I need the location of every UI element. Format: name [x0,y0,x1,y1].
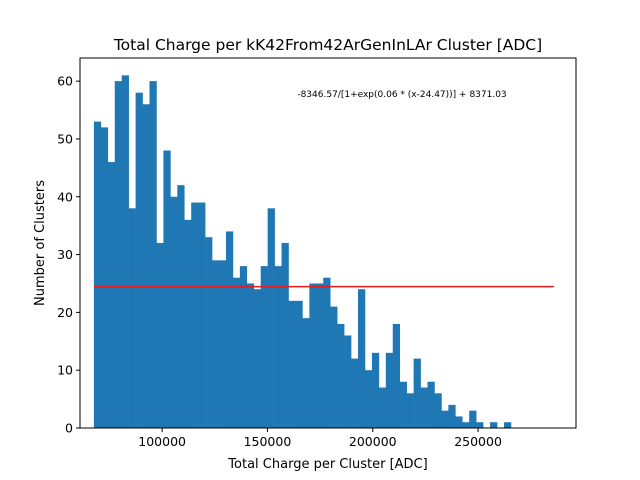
histogram-bar [371,352,380,428]
x-tick-label: 100000 [138,434,186,449]
histogram-bar [462,422,470,428]
histogram-bar [309,283,317,428]
histogram-bar [170,196,178,428]
histogram-bar [239,266,248,428]
histogram-bar [358,289,366,428]
histogram-bar [135,92,143,428]
histogram-bar [448,404,456,428]
histogram-bar [434,393,442,428]
histogram-bar [177,185,185,428]
histogram-bar [295,300,303,428]
histogram-bar [302,318,310,428]
histogram-bar [107,162,116,428]
histogram-bar [246,283,255,428]
histogram-bar [364,370,373,428]
histogram-bar [406,393,414,428]
x-axis-label: Total Charge per Cluster [ADC] [227,457,427,472]
histogram-bar [121,75,129,428]
histogram-bar [281,243,289,428]
histogram-bar [399,381,407,428]
y-tick-label: 50 [57,131,73,146]
histogram-bar [420,387,428,428]
histogram-bar [344,335,352,428]
histogram-bar [142,104,150,428]
histogram-bar [114,81,123,428]
histogram-bar [205,237,213,428]
y-tick-label: 0 [65,421,73,436]
y-tick-label: 20 [57,305,73,320]
x-tick-label: 200000 [349,434,397,449]
histogram-bar [330,306,338,428]
histogram-bar [184,219,192,428]
histogram-bar [198,202,206,428]
histogram-bar [212,260,220,428]
histogram-bar [260,266,268,428]
histogram-bar [219,260,227,428]
histogram-bar [378,387,387,428]
histogram-bar [392,323,401,428]
histogram-bar [351,358,359,428]
x-tick-label: 150000 [244,434,292,449]
histogram-bar [316,283,324,428]
histogram-bar [323,277,331,428]
histogram-bar [232,277,241,428]
histogram-bar [163,150,171,428]
histogram-bar [337,323,345,428]
histogram-bar [490,422,498,428]
histogram-bar [413,358,421,428]
x-tick-label: 250000 [454,434,502,449]
histogram-bar [149,81,157,428]
histogram-bar [128,208,136,428]
histogram-bar [427,381,435,428]
histogram-bar [455,416,463,428]
histogram-bar [274,266,282,428]
chart-title: Total Charge per kK42From42ArGenInLAr Cl… [113,36,542,54]
y-axis-label: Number of Clusters [33,180,48,306]
histogram-bar [476,422,484,428]
y-axis-ticks: 0 10 20 30 40 50 60 [57,74,80,436]
histogram-bar [288,300,296,428]
histogram-bar [93,121,102,428]
histogram-bar [156,243,164,428]
histogram-bar [253,289,262,428]
histogram-bar [267,208,275,428]
histogram-bars [93,75,512,428]
y-tick-label: 10 [57,363,73,378]
y-tick-label: 30 [57,247,73,262]
histogram-bar [441,410,449,428]
histogram-bar [225,231,234,428]
histogram-bar [100,127,109,428]
x-axis-ticks: 100000 150000 200000 250000 [138,428,502,449]
plot-frame [79,57,577,429]
histogram-bar [469,410,477,428]
fit-formula-annotation: -8346.57/[1+exp(0.06 * (x-24.47))] + 837… [297,90,506,100]
y-tick-label: 60 [57,74,73,89]
histogram-bar [503,422,512,428]
histogram-bar [191,202,199,428]
histogram-bar [385,352,394,428]
y-tick-label: 40 [57,189,73,204]
